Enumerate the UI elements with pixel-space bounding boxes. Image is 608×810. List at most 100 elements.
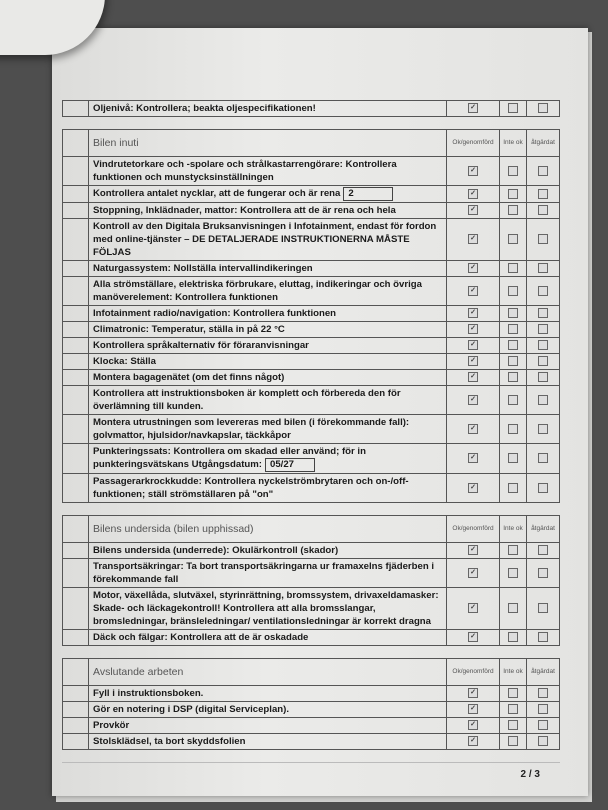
row-text: Alla strömställare, elektriska förbrukar…	[93, 279, 422, 303]
checkbox-atgardat[interactable]	[538, 372, 548, 383]
checkbox-atgardat[interactable]	[538, 308, 548, 319]
checkbox-atgardat[interactable]	[538, 205, 548, 216]
checkbox-atgardat[interactable]	[538, 453, 548, 464]
checkbox-ok-checked[interactable]: ✓	[468, 482, 478, 493]
checkbox-atgardat[interactable]	[538, 165, 548, 176]
checkbox-ok-checked[interactable]: ✓	[468, 356, 478, 367]
section-final-work: Avslutande arbeten Ok/genomförd Inte ok åtg…	[62, 658, 560, 750]
checkbox-ok-checked[interactable]: ✓	[468, 736, 478, 747]
checkbox-atgardat[interactable]	[538, 394, 548, 405]
checkbox-cell-atgardat	[526, 558, 560, 588]
checkbox-inte[interactable]	[508, 704, 518, 715]
column-header-inte: Inte ok	[499, 129, 527, 157]
checkbox-atgardat[interactable]	[538, 356, 548, 367]
checkbox-ok-checked[interactable]: ✓	[468, 285, 478, 296]
checkbox-ok-checked[interactable]: ✓	[468, 394, 478, 405]
checkbox-inte[interactable]	[508, 453, 518, 464]
checkbox-atgardat[interactable]	[538, 567, 548, 578]
checkbox-ok-checked[interactable]: ✓	[468, 188, 478, 199]
checkbox-cell-ok: ✓	[446, 369, 500, 386]
checkbox-atgardat[interactable]	[538, 603, 548, 614]
checkbox-ok-checked[interactable]: ✓	[468, 423, 478, 434]
checkbox-inte[interactable]	[508, 736, 518, 747]
row-text-cell: Oljenivå: Kontrollera; beakta oljespecif…	[88, 100, 447, 117]
checklist-row: Alla strömställare, elektriska förbrukar…	[62, 276, 560, 306]
checkbox-atgardat[interactable]	[538, 103, 548, 114]
checkbox-cell-inte	[499, 542, 527, 559]
checkbox-inte[interactable]	[508, 103, 518, 114]
checkbox-cell-atgardat	[526, 321, 560, 338]
checkbox-ok-checked[interactable]: ✓	[468, 165, 478, 176]
checkbox-ok-checked[interactable]: ✓	[468, 603, 478, 614]
checkbox-ok-checked[interactable]: ✓	[468, 340, 478, 351]
checkbox-inte[interactable]	[508, 263, 518, 274]
checkbox-cell-atgardat	[526, 542, 560, 559]
checkbox-cell-atgardat	[526, 337, 560, 354]
row-text-cell: Bilens undersida (underrede): Okulärkont…	[88, 542, 447, 559]
checkbox-inte[interactable]	[508, 423, 518, 434]
checklist-row: Provkör ✓	[62, 717, 560, 734]
checkbox-atgardat[interactable]	[538, 632, 548, 643]
checkbox-inte[interactable]	[508, 482, 518, 493]
checkbox-ok-checked[interactable]: ✓	[468, 567, 478, 578]
blank-cell	[62, 414, 89, 444]
checkbox-atgardat[interactable]	[538, 188, 548, 199]
checkbox-ok-checked[interactable]: ✓	[468, 234, 478, 245]
checkbox-inte[interactable]	[508, 567, 518, 578]
checkbox-ok-checked[interactable]: ✓	[468, 372, 478, 383]
checkbox-ok-checked[interactable]: ✓	[468, 688, 478, 699]
checkbox-atgardat[interactable]	[538, 423, 548, 434]
checkbox-atgardat[interactable]	[538, 720, 548, 731]
checkbox-ok-checked[interactable]: ✓	[468, 205, 478, 216]
checkbox-inte[interactable]	[508, 632, 518, 643]
checkbox-inte[interactable]	[508, 308, 518, 319]
checkbox-atgardat[interactable]	[538, 688, 548, 699]
row-text: Oljenivå: Kontrollera; beakta oljespecif…	[93, 103, 316, 114]
checkbox-ok-checked[interactable]: ✓	[468, 453, 478, 464]
checkbox-inte[interactable]	[508, 545, 518, 556]
checkbox-cell-ok: ✓	[446, 260, 500, 277]
checklist-row: Kontrollera att instruktionsboken är kom…	[62, 385, 560, 415]
checkbox-atgardat[interactable]	[538, 545, 548, 556]
checkbox-atgardat[interactable]	[538, 340, 548, 351]
blank-cell	[62, 305, 89, 322]
checklist-row: Oljenivå: Kontrollera; beakta oljespecif…	[62, 100, 560, 117]
checkbox-atgardat[interactable]	[538, 263, 548, 274]
checkbox-inte[interactable]	[508, 720, 518, 731]
checkbox-atgardat[interactable]	[538, 736, 548, 747]
checkbox-atgardat[interactable]	[538, 285, 548, 296]
checkbox-cell-atgardat	[526, 587, 560, 630]
checkbox-atgardat[interactable]	[538, 704, 548, 715]
checkbox-inte[interactable]	[508, 340, 518, 351]
checkbox-cell-atgardat	[526, 100, 560, 117]
checkbox-inte[interactable]	[508, 394, 518, 405]
checkbox-cell-inte	[499, 218, 527, 261]
blank-cell	[62, 185, 89, 203]
checkbox-inte[interactable]	[508, 356, 518, 367]
checkbox-inte[interactable]	[508, 324, 518, 335]
checklist-row: Vindrutetorkare och -spolare och strålka…	[62, 156, 560, 186]
checkbox-atgardat[interactable]	[538, 234, 548, 245]
checkbox-inte[interactable]	[508, 688, 518, 699]
checkbox-ok-checked[interactable]: ✓	[468, 263, 478, 274]
checkbox-inte[interactable]	[508, 234, 518, 245]
checkbox-inte[interactable]	[508, 372, 518, 383]
checkbox-inte[interactable]	[508, 285, 518, 296]
checkbox-inte[interactable]	[508, 205, 518, 216]
checkbox-inte[interactable]	[508, 603, 518, 614]
checkbox-ok-checked[interactable]: ✓	[468, 103, 478, 114]
value-field[interactable]: 05/27	[265, 458, 315, 472]
checkbox-ok-checked[interactable]: ✓	[468, 545, 478, 556]
checkbox-atgardat[interactable]	[538, 482, 548, 493]
checkbox-cell-ok: ✓	[446, 353, 500, 370]
checkbox-atgardat[interactable]	[538, 324, 548, 335]
checkbox-ok-checked[interactable]: ✓	[468, 308, 478, 319]
value-field[interactable]: 2	[343, 187, 394, 201]
checkbox-cell-atgardat	[526, 629, 560, 646]
checkbox-ok-checked[interactable]: ✓	[468, 632, 478, 643]
checkbox-inte[interactable]	[508, 165, 518, 176]
checkbox-ok-checked[interactable]: ✓	[468, 324, 478, 335]
checkbox-ok-checked[interactable]: ✓	[468, 720, 478, 731]
checkbox-inte[interactable]	[508, 188, 518, 199]
checkbox-ok-checked[interactable]: ✓	[468, 704, 478, 715]
